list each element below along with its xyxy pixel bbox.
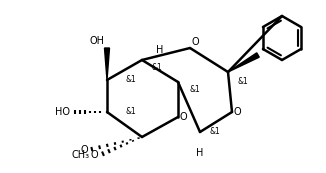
Text: O: O <box>81 145 88 155</box>
Text: HO: HO <box>55 107 70 117</box>
Text: &1: &1 <box>238 78 249 86</box>
Text: O: O <box>90 150 98 160</box>
Text: &1: &1 <box>125 75 136 84</box>
Text: &1: &1 <box>190 85 201 94</box>
Text: &1: &1 <box>210 128 221 136</box>
Text: &1: &1 <box>125 107 136 116</box>
Text: O: O <box>234 107 242 117</box>
Text: CH₃: CH₃ <box>72 150 90 160</box>
Polygon shape <box>105 48 110 80</box>
Text: &1: &1 <box>152 62 163 71</box>
Text: H: H <box>196 148 204 158</box>
Text: OH: OH <box>90 36 105 46</box>
Polygon shape <box>228 53 259 72</box>
Text: O: O <box>191 37 199 47</box>
Text: O: O <box>180 112 188 122</box>
Text: H: H <box>156 45 164 55</box>
